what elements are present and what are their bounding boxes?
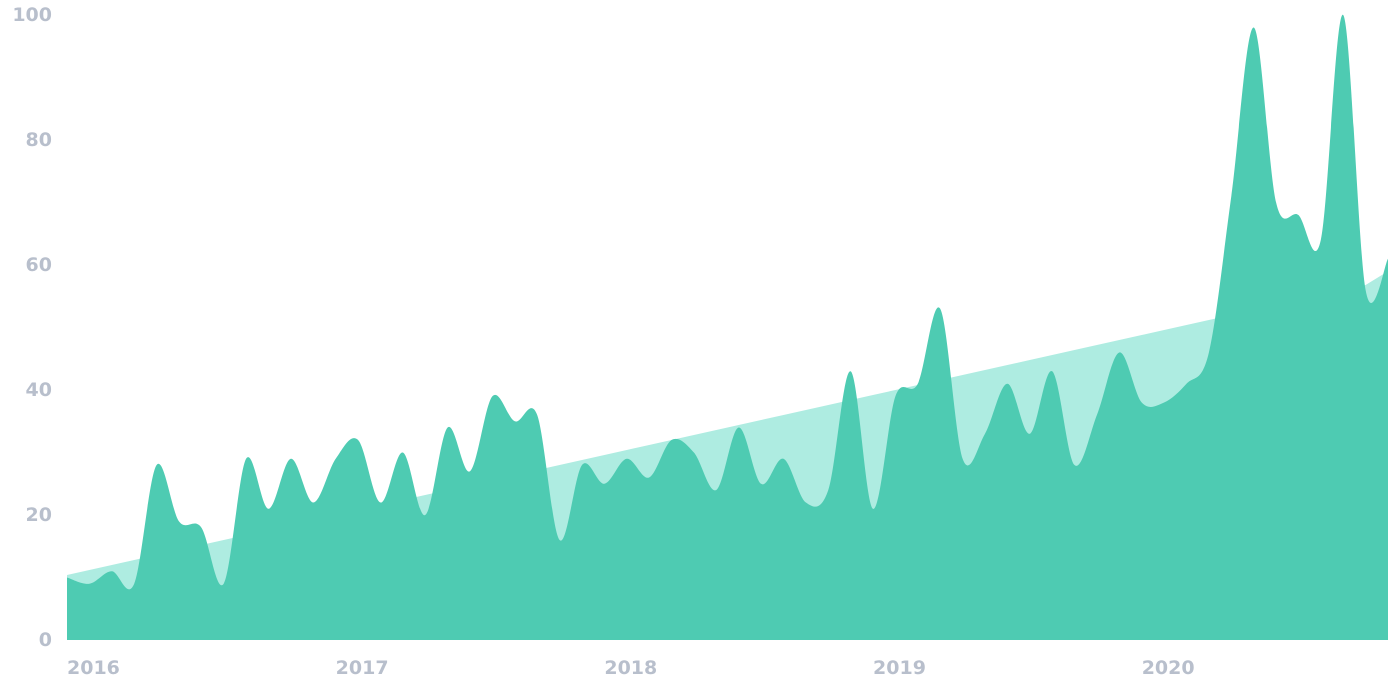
y-tick-label: 40 (26, 379, 52, 401)
y-tick-label: 100 (12, 4, 52, 26)
y-tick-label: 80 (26, 129, 52, 151)
series-layer (67, 14, 1388, 640)
x-axis: 2016 2017 2018 2019 2020 (67, 657, 1195, 679)
x-tick-label: 2019 (873, 657, 926, 679)
series-area (67, 14, 1388, 640)
y-axis: 0 20 40 60 80 100 (12, 4, 52, 651)
y-tick-label: 60 (26, 254, 52, 276)
y-tick-label: 20 (26, 504, 52, 526)
x-tick-label: 2020 (1142, 657, 1195, 679)
x-tick-label: 2017 (336, 657, 389, 679)
x-tick-label: 2018 (604, 657, 657, 679)
x-tick-label: 2016 (67, 657, 120, 679)
y-tick-label: 0 (39, 629, 52, 651)
